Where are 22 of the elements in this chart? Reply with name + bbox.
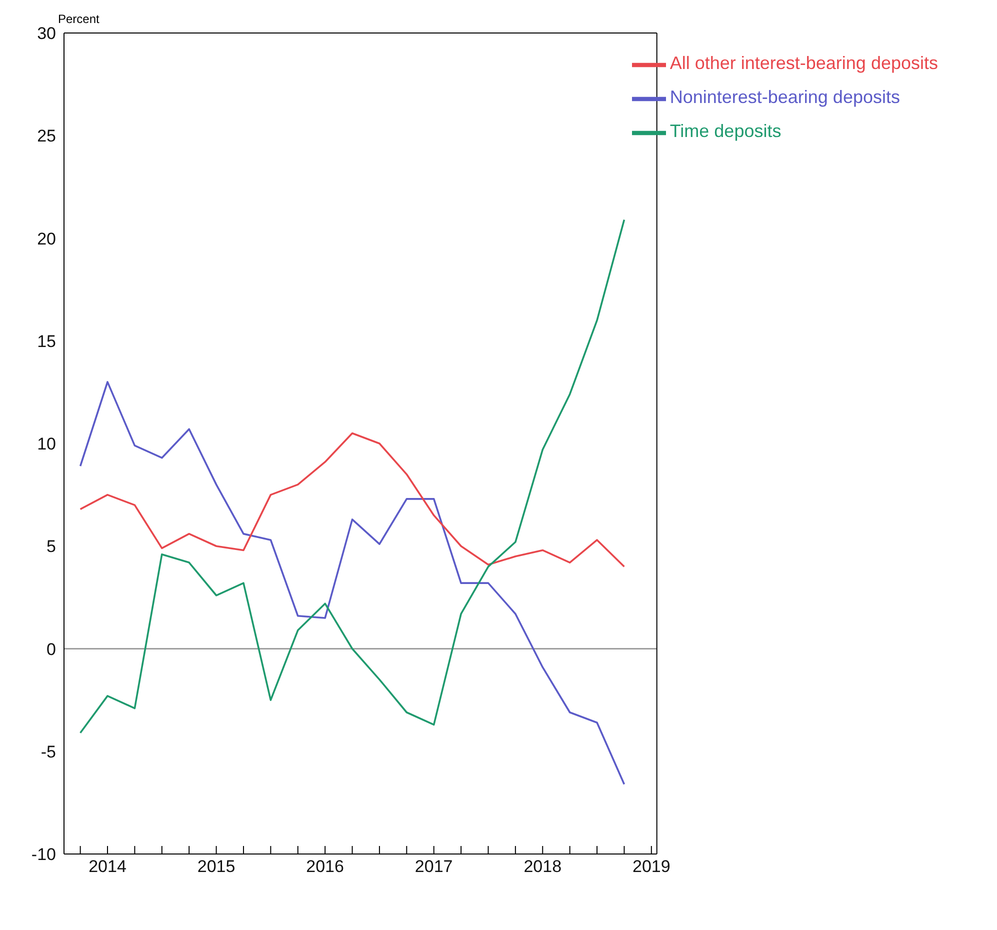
- x-tick-label: 2015: [197, 857, 236, 876]
- legend-label: All other interest-bearing deposits: [670, 53, 938, 74]
- line-series: [79, 432, 626, 568]
- x-tick-label: 2014: [88, 857, 126, 876]
- y-tick-label: 10: [37, 434, 56, 454]
- legend-label: Time deposits: [670, 121, 782, 142]
- y-tick-label: 15: [37, 332, 56, 351]
- y-tick-label: 25: [37, 126, 56, 146]
- line-series: [79, 381, 626, 786]
- x-tick-label: 2018: [524, 857, 562, 876]
- legend-label: Noninterest-bearing deposits: [670, 87, 900, 108]
- y-tick-label: 0: [46, 640, 56, 659]
- y-tick-label: 20: [37, 229, 56, 248]
- y-tick-label: -5: [40, 742, 56, 762]
- x-tick-label: 2017: [414, 857, 453, 876]
- x-tick-label: 2019: [632, 857, 670, 876]
- y-tick-label: -10: [31, 845, 56, 864]
- y-tick-label: 5: [46, 537, 56, 556]
- y-tick-label: 30: [37, 24, 56, 44]
- x-tick-label: 2016: [306, 857, 344, 876]
- y-axis-title: Percent: [58, 12, 100, 26]
- line-series: [79, 218, 626, 734]
